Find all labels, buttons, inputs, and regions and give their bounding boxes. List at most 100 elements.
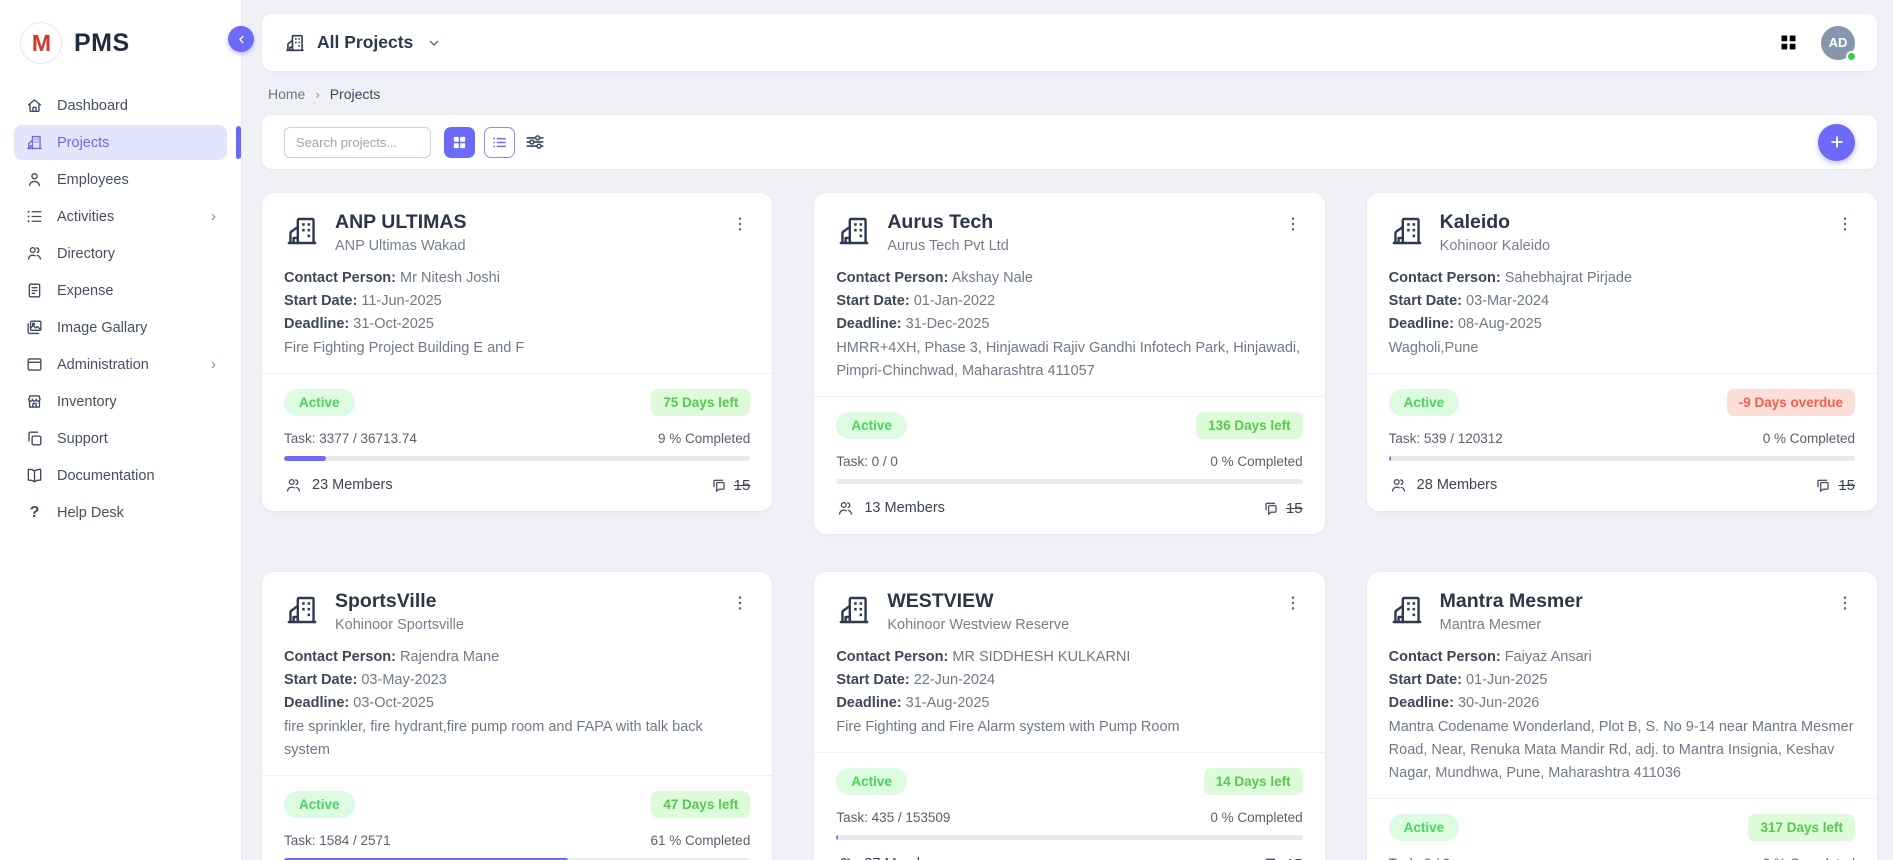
contact-line: Contact Person: Sahebhajrat Pirjade (1389, 267, 1855, 290)
page-title: All Projects (317, 32, 414, 52)
members-info[interactable]: 13 Members (836, 499, 945, 518)
kebab-menu-icon[interactable] (1283, 214, 1303, 234)
chat-count: 15 (1285, 499, 1303, 517)
contact-line: Contact Person: Rajendra Mane (284, 646, 750, 669)
contact-value: Akshay Nale (951, 270, 1033, 286)
task-count: Task: 0 / 0 (836, 453, 898, 469)
days-badge: 317 Days left (1748, 814, 1855, 842)
sidebar-item-directory[interactable]: Directory (14, 236, 227, 271)
sidebar-collapse-button[interactable] (228, 26, 254, 52)
deadline-value: 31-Oct-2025 (353, 316, 434, 333)
add-project-button[interactable] (1818, 123, 1855, 161)
sidebar-item-image-gallary[interactable]: Image Gallary (14, 310, 227, 345)
chat-info[interactable]: 15 (1261, 855, 1303, 860)
search-input[interactable] (284, 126, 431, 158)
deadline-line: Deadline: 31-Dec-2025 (836, 313, 1302, 336)
deadline-line: Deadline: 31-Oct-2025 (284, 313, 750, 336)
sidebar-item-documentation[interactable]: Documentation (14, 458, 227, 493)
receipt-icon (25, 281, 44, 300)
list-view-button[interactable] (484, 126, 515, 158)
header-actions: AD (1778, 25, 1857, 62)
start-label: Start Date: (284, 672, 358, 689)
kebab-menu-icon[interactable] (1835, 214, 1855, 234)
project-card[interactable]: SportsVille Kohinoor Sportsville Contact… (262, 571, 773, 860)
start-value: 01-Jun-2025 (1466, 672, 1548, 689)
chat-info[interactable]: 15 (709, 476, 750, 495)
projects-grid: ANP ULTIMAS ANP Ultimas Wakad Contact Pe… (262, 193, 1877, 860)
kebab-menu-icon[interactable] (1283, 593, 1303, 613)
deadline-value: 03-Oct-2025 (353, 695, 434, 712)
copy-icon (25, 429, 44, 448)
sidebar-item-dashboard[interactable]: Dashboard (14, 88, 227, 123)
sidebar-item-expense[interactable]: Expense (14, 273, 227, 308)
deadline-label: Deadline: (284, 695, 350, 712)
sidebar-item-administration[interactable]: Administration › (14, 347, 227, 382)
progress-bar (284, 857, 751, 860)
chat-info[interactable]: 15 (1813, 476, 1855, 495)
start-value: 01-Jan-2022 (913, 293, 996, 310)
start-value: 03-Mar-2024 (1466, 293, 1550, 310)
project-scope-selector[interactable]: All Projects (284, 32, 442, 54)
progress-fill (284, 455, 326, 461)
contact-line: Contact Person: MR SIDDHESH KULKARNI (836, 646, 1302, 669)
project-details: Contact Person: MR SIDDHESH KULKARNI Sta… (836, 646, 1302, 739)
filter-button[interactable] (524, 128, 552, 156)
sidebar-item-label: Help Desk (57, 504, 124, 521)
sidebar-item-inventory[interactable]: Inventory (14, 384, 227, 419)
breadcrumb-current[interactable]: Projects (329, 86, 381, 102)
kebab-menu-icon[interactable] (730, 214, 750, 234)
deadline-value: 30-Jun-2026 (1457, 695, 1540, 712)
progress-bar (836, 478, 1303, 484)
project-card[interactable]: WESTVIEW Kohinoor Westview Reserve Conta… (814, 571, 1325, 860)
chat-count: 15 (1286, 856, 1303, 860)
grid-view-button[interactable] (444, 126, 475, 158)
project-card[interactable]: ANP ULTIMAS ANP Ultimas Wakad Contact Pe… (262, 193, 773, 511)
start-date-line: Start Date: 01-Jun-2025 (1389, 669, 1855, 692)
breadcrumb-home[interactable]: Home (268, 86, 306, 102)
project-card[interactable]: Mantra Mesmer Mantra Mesmer Contact Pers… (1366, 571, 1877, 860)
start-label: Start Date: (836, 293, 910, 310)
members-info[interactable]: 23 Members (284, 476, 393, 495)
start-date-line: Start Date: 01-Jan-2022 (836, 290, 1302, 313)
sidebar-item-support[interactable]: Support (14, 421, 227, 456)
sidebar-item-label: Administration (57, 356, 149, 373)
status-badge: Active (284, 388, 355, 416)
project-card[interactable]: Kaleido Kohinoor Kaleido Contact Person:… (1366, 193, 1877, 511)
chat-icon (1261, 855, 1280, 860)
status-badge: Active (836, 411, 907, 439)
progress-fill (1388, 455, 1392, 461)
contact-line: Contact Person: Akshay Nale (836, 267, 1302, 290)
sidebar-item-projects[interactable]: Projects (14, 125, 241, 160)
user-avatar[interactable]: AD (1821, 25, 1857, 62)
logo-letter: M (31, 29, 51, 56)
building-icon (1389, 592, 1425, 628)
sidebar-item-employees[interactable]: Employees (14, 162, 227, 197)
days-badge: -9 Days overdue (1726, 388, 1855, 416)
start-label: Start Date: (836, 672, 910, 689)
list-view-icon (491, 134, 508, 151)
contact-label: Contact Person: (836, 270, 949, 286)
project-subtitle: Kohinoor Kaleido (1439, 238, 1551, 254)
kebab-menu-icon[interactable] (730, 593, 750, 613)
apps-grid-icon[interactable] (1778, 32, 1799, 53)
progress-fill (284, 857, 569, 860)
task-count: Task: 435 / 153509 (836, 809, 951, 825)
kebab-menu-icon[interactable] (1835, 593, 1855, 613)
sidebar-item-label: Inventory (57, 393, 117, 410)
sliders-filter-icon (524, 131, 552, 153)
start-label: Start Date: (1388, 293, 1462, 310)
deadline-line: Deadline: 08-Aug-2025 (1389, 313, 1855, 336)
main-content: All Projects AD Home › Projects (242, 0, 1893, 860)
sidebar-item-activities[interactable]: Activities › (14, 199, 227, 234)
deadline-label: Deadline: (836, 695, 902, 712)
members-info[interactable]: 28 Members (1389, 476, 1497, 495)
project-name: SportsVille (335, 589, 437, 612)
chevron-right-icon: › (211, 356, 216, 373)
sidebar-item-help-desk[interactable]: ? Help Desk (14, 495, 227, 530)
user-icon (25, 170, 44, 189)
sidebar-item-label: Image Gallary (57, 319, 148, 336)
chat-info[interactable]: 15 (1261, 499, 1303, 518)
status-badge: Active (836, 767, 907, 795)
members-info[interactable]: 37 Members (836, 855, 945, 860)
project-card[interactable]: Aurus Tech Aurus Tech Pvt Ltd Contact Pe… (814, 193, 1325, 534)
